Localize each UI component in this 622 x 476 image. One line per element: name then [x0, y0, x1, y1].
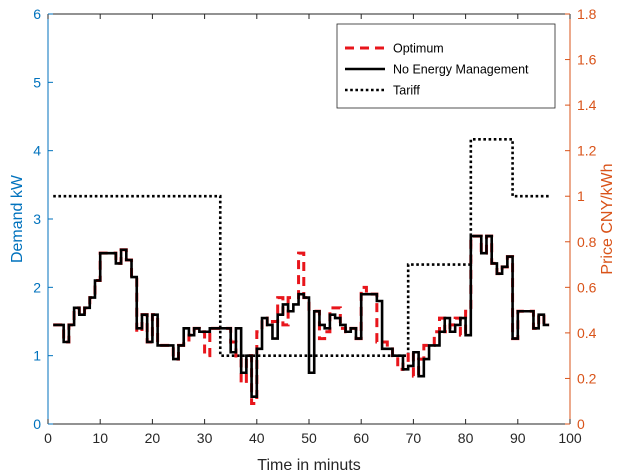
x-tick-label: 0	[44, 430, 52, 446]
x-tick-label: 70	[406, 430, 422, 446]
right-tick-label: 1.8	[577, 6, 597, 22]
left-tick-label: 1	[33, 348, 41, 364]
right-tick-label: 0	[577, 416, 585, 432]
right-tick-label: 0.8	[577, 234, 597, 250]
x-tick-label: 20	[145, 430, 161, 446]
series-tariff-line	[53, 137, 550, 357]
left-tick-label: 5	[33, 74, 41, 90]
right-tick-label: 0.6	[577, 279, 597, 295]
right-tick-label: 1	[577, 188, 585, 204]
right-tick-label: 1.4	[577, 97, 597, 113]
x-tick-label: 30	[197, 430, 213, 446]
legend-label-tariff: Tariff	[393, 84, 420, 98]
right-tick-label: 1.2	[577, 143, 597, 159]
x-tick-label: 80	[458, 430, 474, 446]
x-tick-label: 60	[353, 430, 369, 446]
x-tick-label: 100	[558, 430, 582, 446]
right-tick-label: 0.2	[577, 370, 597, 386]
x-tick-label: 90	[510, 430, 526, 446]
legend-box	[336, 23, 556, 109]
right-tick-label: 0.4	[577, 325, 597, 341]
x-axis-title: Time in minuts	[257, 457, 360, 474]
x-tick-label: 50	[301, 430, 317, 446]
legend: Optimum No Energy Management Tariff	[336, 23, 556, 109]
legend-label-optimum: Optimum	[393, 42, 444, 56]
left-tick-label: 0	[33, 416, 41, 432]
right-tick-label: 1.6	[577, 52, 597, 68]
left-tick-label: 6	[33, 6, 41, 22]
legend-label-no-energy-management: No Energy Management	[393, 63, 529, 77]
series-layer	[53, 137, 550, 405]
left-tick-label: 4	[33, 143, 41, 159]
right-axis-title: Price CNY/kWh	[599, 163, 616, 274]
series-no-energy-management-line	[53, 234, 550, 398]
x-tick-label: 40	[249, 430, 265, 446]
left-tick-label: 2	[33, 279, 41, 295]
ticks-layer: 0 10 20 30 40 50 60 70 80 90 100012345600.20.40.60…	[33, 6, 596, 446]
x-tick-label: 10	[92, 430, 108, 446]
left-axis-title: Demand kW	[9, 174, 26, 263]
left-tick-label: 3	[33, 211, 41, 227]
